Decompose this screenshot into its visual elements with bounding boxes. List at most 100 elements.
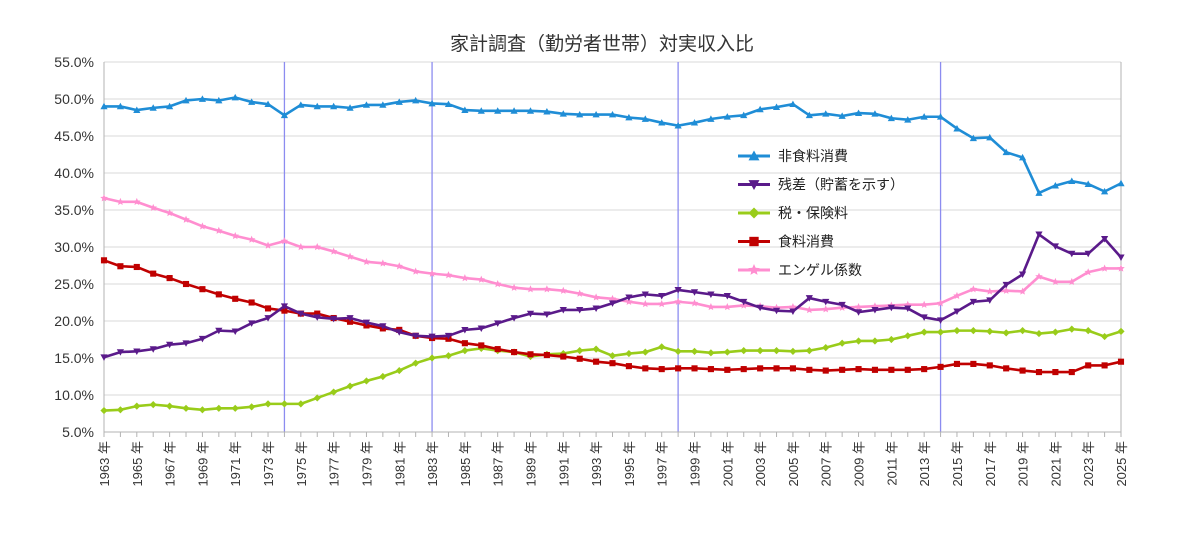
x-tick-label: 1983 年 — [425, 441, 440, 487]
data-point — [576, 347, 584, 355]
data-point — [805, 295, 813, 302]
x-tick-label: 1967 年 — [163, 441, 178, 487]
data-point — [1117, 179, 1125, 187]
data-point — [658, 119, 666, 126]
data-point — [362, 377, 371, 385]
data-point — [936, 328, 945, 336]
legend-marker — [749, 236, 759, 247]
data-point — [789, 347, 797, 355]
data-point — [511, 349, 518, 356]
data-point — [444, 352, 453, 360]
legend-item-1: 残差（貯蓄を示す） — [738, 178, 904, 194]
data-point — [641, 115, 649, 122]
data-point — [690, 347, 699, 355]
series-1 — [100, 231, 1125, 361]
data-point — [477, 107, 485, 114]
data-point — [887, 304, 895, 312]
data-point — [707, 366, 714, 373]
data-point — [871, 337, 879, 345]
data-point — [149, 401, 157, 409]
y-tick-label: 20.0% — [54, 313, 94, 329]
x-tick-label: 1971 年 — [228, 441, 243, 487]
x-tick-label: 2003 年 — [753, 441, 768, 487]
data-point — [1100, 264, 1109, 272]
x-tick-label: 2013 年 — [917, 441, 932, 487]
data-point — [133, 348, 141, 355]
data-point — [1002, 329, 1010, 337]
data-point — [576, 307, 584, 314]
data-point — [444, 100, 453, 108]
data-point — [314, 310, 321, 317]
data-point — [330, 388, 338, 396]
data-point — [281, 307, 288, 314]
data-point — [805, 111, 813, 119]
data-point — [199, 286, 206, 293]
data-point — [904, 366, 911, 373]
data-point — [215, 404, 223, 412]
data-point — [1068, 325, 1076, 333]
data-point — [543, 107, 551, 115]
data-point — [920, 113, 928, 120]
data-point — [822, 110, 830, 117]
data-point — [313, 394, 321, 402]
data-point — [182, 340, 190, 347]
data-point — [395, 262, 404, 270]
data-point — [150, 270, 157, 277]
data-point — [691, 365, 698, 372]
data-point — [576, 110, 584, 118]
data-point — [608, 110, 617, 118]
data-point — [969, 134, 977, 142]
data-point — [280, 400, 289, 408]
data-point — [133, 263, 140, 271]
data-point — [478, 342, 485, 349]
legend-label: 税・保険料 — [778, 206, 848, 222]
data-point — [280, 237, 289, 245]
data-point — [510, 315, 518, 322]
data-point — [756, 304, 764, 312]
data-point — [166, 402, 174, 410]
x-tick-label: 1993 年 — [589, 441, 604, 487]
data-point — [100, 257, 108, 264]
x-tick-label: 1989 年 — [523, 441, 538, 487]
x-tick-label: 2025 年 — [1114, 441, 1129, 487]
data-point — [215, 96, 223, 104]
data-point — [970, 360, 977, 367]
x-tick-label: 2021 年 — [1048, 441, 1063, 487]
data-point — [625, 363, 632, 370]
data-point — [658, 292, 666, 300]
data-point — [444, 271, 453, 279]
data-point — [625, 294, 633, 301]
data-point — [592, 110, 600, 118]
data-point — [1003, 365, 1010, 372]
data-point — [526, 107, 535, 114]
y-tick-label: 40.0% — [54, 165, 94, 181]
data-point — [608, 300, 617, 307]
data-point — [461, 327, 469, 334]
data-point — [346, 315, 354, 322]
data-point — [658, 343, 666, 351]
data-point — [444, 332, 453, 340]
legend-marker — [748, 150, 760, 161]
y-tick-label: 45.0% — [54, 128, 94, 144]
legend-label: 非食料消費 — [778, 148, 848, 165]
data-point — [674, 347, 682, 355]
data-point — [937, 363, 944, 370]
data-point — [100, 354, 108, 361]
data-point — [1018, 327, 1027, 335]
data-point — [953, 291, 961, 300]
legend-item-2: 税・保険料 — [738, 206, 848, 222]
data-point — [608, 294, 617, 302]
data-point — [1051, 181, 1059, 189]
data-point — [936, 299, 945, 307]
data-point — [986, 133, 994, 141]
data-point — [986, 362, 993, 369]
legend-label: 残差（貯蓄を示す） — [778, 178, 904, 194]
y-tick-label: 25.0% — [54, 276, 94, 292]
data-point — [936, 113, 945, 120]
data-point — [805, 347, 813, 355]
data-point — [838, 112, 846, 119]
data-point — [264, 315, 272, 322]
y-tick-label: 30.0% — [54, 239, 94, 255]
data-point — [920, 300, 928, 308]
